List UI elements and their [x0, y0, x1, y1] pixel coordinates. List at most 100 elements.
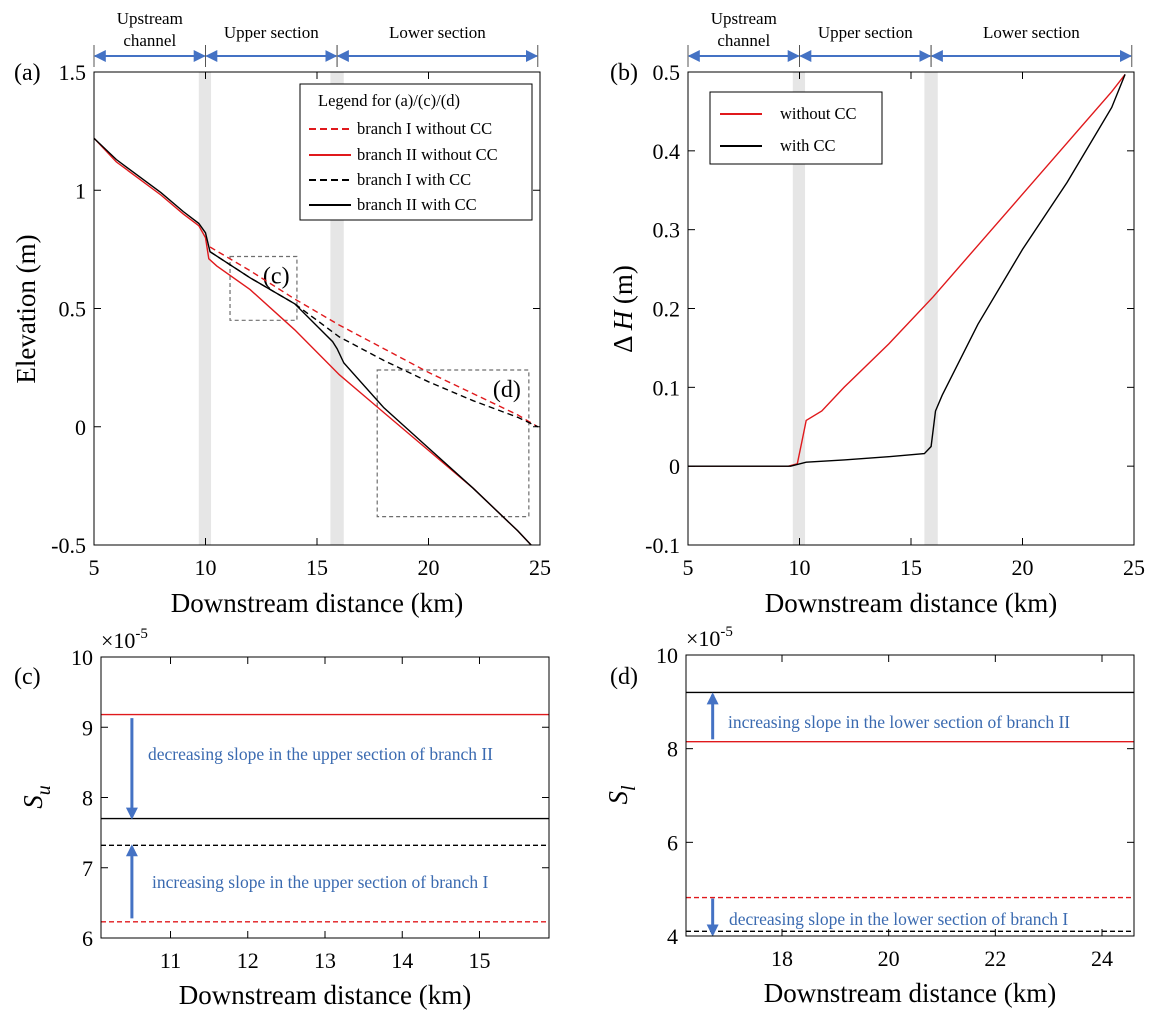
series-line-with-cc [688, 74, 1126, 467]
y-tick-label: 6 [82, 926, 93, 951]
annotation-text: decreasing slope in the upper section of… [148, 744, 493, 764]
zoom-box-label-c: (c) [263, 263, 290, 289]
x-tick-label: 20 [878, 946, 900, 971]
section-label-upstream-channel: Upstream [711, 9, 777, 28]
section-label-upstream-channel: Upstream [117, 9, 183, 28]
panel-b-ylabel-delta: Δ [608, 336, 638, 353]
series-line-branch-i-with-cc [209, 251, 539, 428]
panel-d-annotations: increasing slope in the lower section of… [706, 692, 1070, 937]
x-tick-label: 24 [1091, 946, 1113, 971]
annotation-text: increasing slope in the lower section of… [728, 712, 1070, 732]
legend-label-branch-i-without-cc: branch I without CC [357, 119, 492, 138]
panel-a-ticks: 5 10 15 20 25 -0.5 0 0.5 1 1.5 [51, 60, 551, 580]
series-line-without-cc [688, 73, 1126, 467]
y-tick-label: 0.5 [653, 60, 681, 85]
x-tick-label: 25 [1123, 555, 1145, 580]
y-tick-label: 0 [75, 415, 86, 440]
x-tick-label: 15 [468, 948, 490, 973]
y-tick-label: 0.1 [653, 375, 681, 400]
y-tick-label: 10 [71, 645, 93, 670]
y-tick-label: 4 [667, 924, 678, 949]
section-label-upper-section: Upper section [224, 23, 319, 42]
panel-a-label: (a) [14, 60, 41, 86]
y-tick-label: -0.5 [51, 533, 86, 558]
panel-d-plot-frame [685, 654, 1135, 937]
y-tick-label: 8 [667, 737, 678, 762]
panel-b-bands [792, 72, 938, 545]
panel-c-ylabel: Su [18, 785, 55, 809]
panel-a: (a) Upstream channel Upper section Lower se… [11, 9, 551, 618]
x-tick-label: 18 [771, 946, 793, 971]
x-tick-label: 5 [683, 555, 694, 580]
legend-label-with-cc: with CC [780, 136, 835, 155]
section-label-lower-section: Lower section [983, 23, 1080, 42]
section-label-lower-section: Lower section [389, 23, 486, 42]
annotation-text: decreasing slope in the lower section of… [729, 909, 1068, 929]
y-tick-label: 9 [82, 715, 93, 740]
panel-d-scale-factor: ×10-5 [686, 624, 733, 651]
section-label-upper-section: Upper section [818, 23, 913, 42]
panel-c-ticks: 11 12 13 14 15 6 7 8 9 10 [71, 645, 549, 973]
x-tick-label: 10 [789, 555, 811, 580]
panel-c-label: (c) [14, 664, 41, 690]
x-tick-label: 14 [391, 948, 413, 973]
x-tick-label: 15 [900, 555, 922, 580]
legend-label-branch-ii-without-cc: branch II without CC [357, 145, 498, 164]
panel-d-label: (d) [610, 664, 638, 690]
shaded-band [924, 72, 938, 545]
panel-b-xlabel: Downstream distance (km) [765, 588, 1057, 618]
panel-a-xlabel: Downstream distance (km) [171, 588, 463, 618]
panel-b-ylabel-var: H [608, 309, 638, 331]
panel-b-ylabel-unit: (m) [608, 265, 638, 304]
x-tick-label: 15 [306, 555, 328, 580]
panel-c: (c) decreasing slope in the upper sectio… [14, 626, 550, 1010]
zoom-box-label-d: (d) [493, 377, 521, 403]
zoom-box-c [229, 255, 298, 321]
y-tick-label: -0.1 [645, 533, 680, 558]
series-line-branch-i-without-cc [209, 246, 539, 428]
series-line-branch-ii-with-cc [93, 137, 532, 546]
panel-d: (d) increasing slope in the lower sectio… [603, 624, 1135, 1008]
panel-d-ylabel: Sl [603, 785, 640, 805]
panel-b: (b) Upstream channel Upper section Lower se… [608, 9, 1145, 618]
series-line-branch-ii-without-cc [93, 137, 532, 546]
legend-label-without-cc: without CC [780, 104, 857, 123]
y-tick-label: 1.5 [59, 60, 87, 85]
y-tick-label: 0 [669, 454, 680, 479]
x-tick-label: 11 [160, 948, 181, 973]
y-tick-label: 0.3 [653, 218, 681, 243]
annotation-text: increasing slope in the upper section of… [152, 872, 488, 892]
y-tick-label: 10 [656, 643, 678, 668]
panel-b-legend-box [709, 91, 883, 165]
x-tick-label: 10 [195, 555, 217, 580]
legend-label-branch-ii-with-cc: branch II with CC [357, 195, 477, 214]
panel-a-series [93, 137, 539, 546]
shaded-band [198, 72, 212, 545]
panel-d-lines [686, 691, 1134, 933]
panel-d-xlabel: Downstream distance (km) [764, 978, 1056, 1008]
panel-a-legend: Legend for (a)/(c)/(d) branch I without … [299, 83, 533, 221]
y-tick-label: 1 [75, 178, 86, 203]
y-tick-label: 8 [82, 786, 93, 811]
x-tick-label: 13 [314, 948, 336, 973]
x-tick-label: 20 [418, 555, 440, 580]
panel-c-plot-frame [100, 656, 550, 939]
panel-a-legend-title: Legend for (a)/(c)/(d) [318, 91, 460, 110]
section-label-upstream-channel: channel [123, 31, 176, 50]
y-tick-label: 6 [667, 830, 678, 855]
panel-a-sections: Upstream channel Upper section Lower sectio… [93, 9, 539, 67]
panel-d-ticks: 18 20 22 24 4 6 8 10 [656, 643, 1134, 971]
x-tick-label: 20 [1012, 555, 1034, 580]
y-tick-label: 0.2 [653, 297, 681, 322]
panel-c-annotations: decreasing slope in the upper section of… [125, 718, 493, 919]
panel-b-label: (b) [610, 60, 638, 86]
shaded-band [792, 72, 806, 545]
panel-c-scale-factor: ×10-5 [101, 626, 148, 653]
panel-a-legend-box [299, 83, 533, 221]
legend-label-branch-i-with-cc: branch I with CC [357, 170, 471, 189]
panel-a-zoom-boxes: (c) (d) [229, 255, 530, 518]
x-tick-label: 25 [529, 555, 551, 580]
x-tick-label: 22 [984, 946, 1006, 971]
y-tick-label: 7 [82, 856, 93, 881]
